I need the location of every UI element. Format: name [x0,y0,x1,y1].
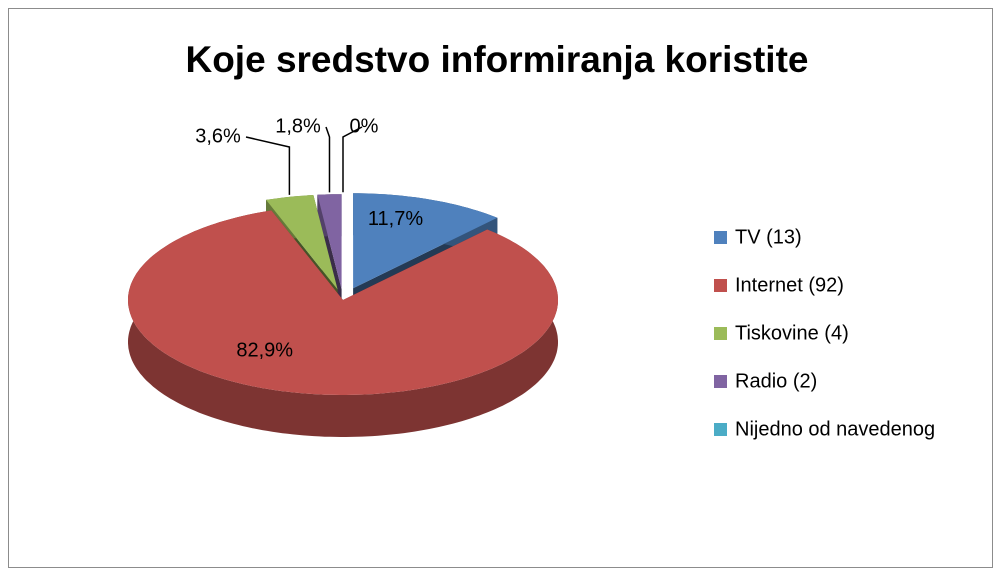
legend-label: Nijedno od navedenog [735,418,935,440]
legend-swatch [714,423,727,436]
legend-swatch [714,375,727,388]
data-label: 82,9% [236,340,293,362]
legend-swatch [714,231,727,244]
legend-label: Internet (92) [735,274,844,296]
legend-swatch [714,327,727,340]
pie [128,193,558,437]
chart-title: Koje sredstvo informiranja koristite [185,39,808,80]
slice [266,195,338,290]
legend-label: TV (13) [735,226,802,248]
data-label: 11,7% [368,208,423,230]
legend-label: Radio (2) [735,370,817,392]
leader-line [342,126,363,193]
legend-label: Tiskovine (4) [735,322,849,344]
leader-line [245,136,291,195]
slice [353,193,498,289]
slice [317,194,342,290]
data-label: 0% [350,115,379,137]
slice [128,210,558,395]
legend-swatch [714,279,727,292]
leader-line [325,126,331,193]
data-label: 3,6% [195,125,241,147]
data-label: 1,8% [275,115,321,137]
